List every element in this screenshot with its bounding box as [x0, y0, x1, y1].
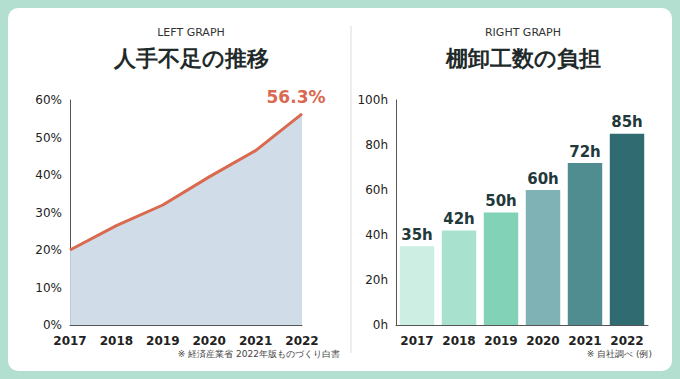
svg-text:※ 経済産業省 2022年版ものづくり白書: ※ 経済産業省 2022年版ものづくり白書: [178, 349, 340, 359]
svg-text:2017: 2017: [400, 334, 433, 348]
svg-text:2019: 2019: [484, 334, 517, 348]
svg-text:20h: 20h: [365, 273, 388, 287]
svg-text:2021: 2021: [568, 334, 601, 348]
svg-text:2020: 2020: [526, 334, 559, 348]
svg-text:20%: 20%: [35, 243, 62, 257]
svg-text:60%: 60%: [35, 93, 62, 107]
svg-text:100h: 100h: [357, 93, 388, 107]
svg-text:72h: 72h: [569, 143, 601, 161]
svg-text:人手不足の推移: 人手不足の推移: [113, 46, 269, 71]
svg-text:30%: 30%: [35, 206, 62, 220]
svg-text:RIGHT GRAPH: RIGHT GRAPH: [485, 26, 561, 39]
svg-text:2019: 2019: [146, 334, 179, 348]
svg-text:0%: 0%: [43, 318, 62, 332]
svg-text:40h: 40h: [365, 228, 388, 242]
svg-text:0h: 0h: [373, 318, 388, 332]
svg-text:※ 自社調べ (例): ※ 自社調べ (例): [587, 349, 652, 359]
svg-text:85h: 85h: [611, 113, 643, 131]
svg-text:40%: 40%: [35, 168, 62, 182]
svg-text:LEFT GRAPH: LEFT GRAPH: [157, 26, 225, 39]
svg-text:棚卸工数の負担: 棚卸工数の負担: [445, 46, 601, 71]
svg-text:60h: 60h: [527, 170, 559, 188]
svg-text:50%: 50%: [35, 131, 62, 145]
svg-text:2021: 2021: [239, 334, 272, 348]
svg-text:56.3%: 56.3%: [267, 87, 326, 107]
svg-text:2020: 2020: [192, 334, 225, 348]
svg-text:35h: 35h: [401, 226, 433, 244]
svg-text:80h: 80h: [365, 138, 388, 152]
svg-text:2018: 2018: [100, 334, 133, 348]
svg-text:60h: 60h: [365, 183, 388, 197]
svg-text:10%: 10%: [35, 281, 62, 295]
svg-text:2022: 2022: [610, 334, 643, 348]
svg-text:50h: 50h: [485, 192, 517, 210]
svg-text:42h: 42h: [443, 210, 475, 228]
svg-text:2022: 2022: [285, 334, 318, 348]
svg-text:2018: 2018: [442, 334, 475, 348]
svg-text:2017: 2017: [53, 334, 86, 348]
